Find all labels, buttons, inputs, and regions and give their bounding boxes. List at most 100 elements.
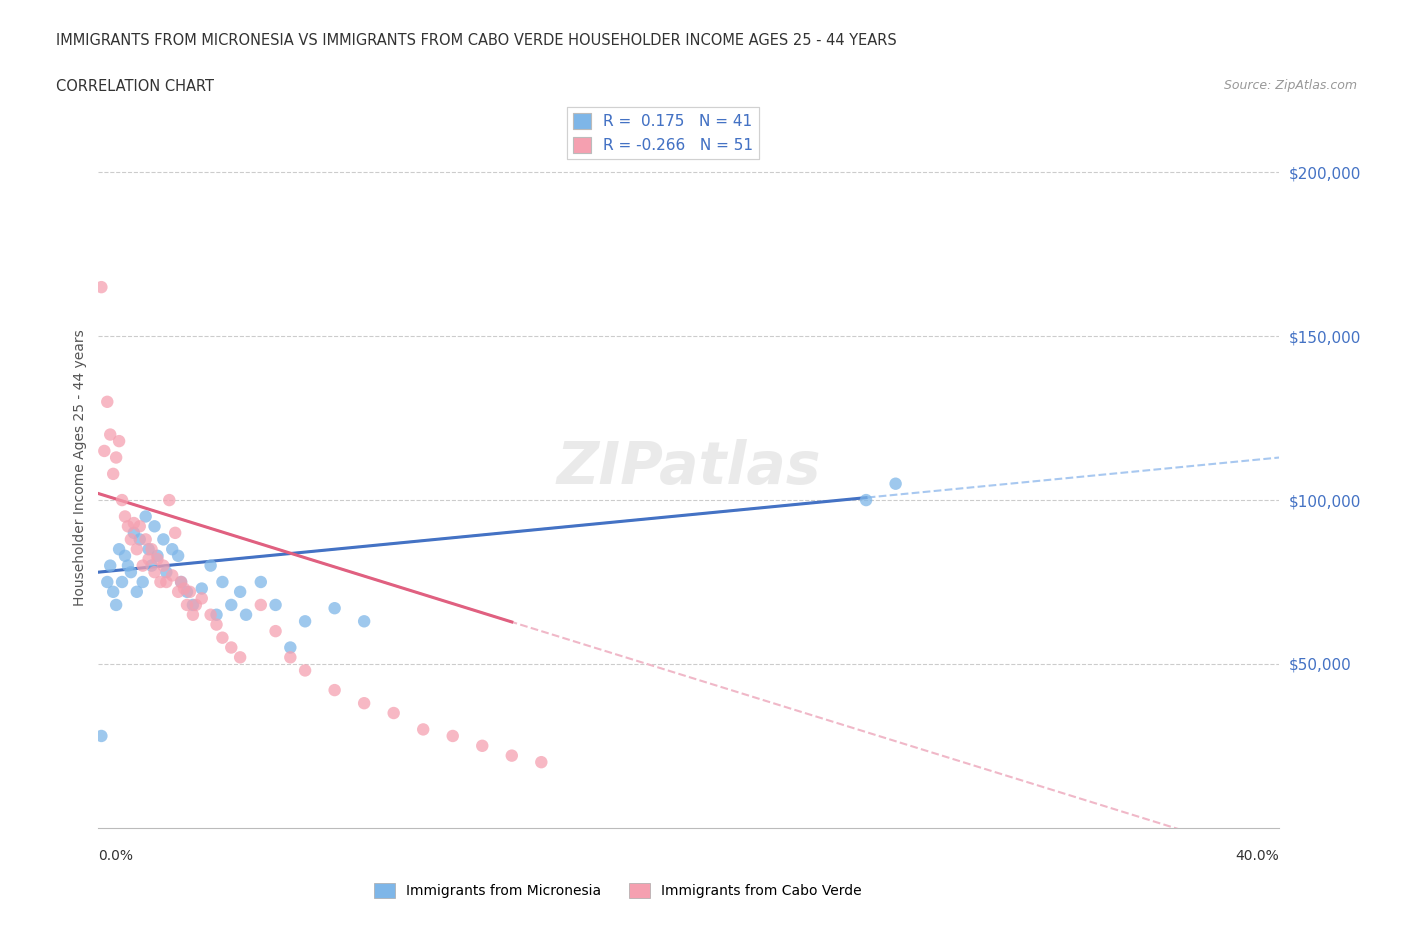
Legend: R =  0.175   N = 41, R = -0.266   N = 51: R = 0.175 N = 41, R = -0.266 N = 51: [567, 107, 759, 159]
Point: [179, 584, 201, 599]
Point: [141, 542, 163, 557]
Point: [132, 575, 155, 590]
Point: [96, 394, 118, 409]
Point: [278, 640, 302, 655]
Point: [162, 568, 183, 583]
Point: [120, 565, 142, 579]
Point: [250, 575, 273, 590]
Point: [155, 575, 177, 590]
Point: [441, 728, 464, 743]
Point: [128, 519, 150, 534]
Point: [176, 584, 198, 599]
Point: [219, 597, 242, 612]
Point: [191, 591, 214, 605]
Point: [128, 532, 150, 547]
Point: [294, 663, 316, 678]
Point: [200, 607, 222, 622]
Text: IMMIGRANTS FROM MICRONESIA VS IMMIGRANTS FROM CABO VERDE HOUSEHOLDER INCOME AGES: IMMIGRANTS FROM MICRONESIA VS IMMIGRANTS…: [56, 33, 897, 47]
Point: [167, 584, 190, 599]
Point: [114, 509, 136, 524]
Point: [122, 525, 145, 540]
Point: [170, 575, 193, 590]
Point: [278, 650, 302, 665]
Point: [117, 558, 139, 573]
Point: [530, 755, 553, 770]
Point: [138, 551, 160, 566]
Point: [235, 607, 257, 622]
Point: [120, 532, 142, 547]
Point: [111, 493, 134, 508]
Point: [264, 597, 287, 612]
Point: [181, 597, 204, 612]
Point: [501, 748, 523, 763]
Point: [191, 581, 214, 596]
Point: [353, 696, 375, 711]
Point: [323, 683, 346, 698]
Y-axis label: Householder Income Ages 25 - 44 years: Householder Income Ages 25 - 44 years: [73, 329, 87, 605]
Point: [96, 575, 118, 590]
Point: [90, 728, 112, 743]
Point: [125, 584, 148, 599]
Point: [141, 558, 163, 573]
Point: [229, 650, 252, 665]
Point: [103, 584, 125, 599]
Point: [167, 549, 190, 564]
Point: [205, 607, 228, 622]
Point: [884, 476, 907, 491]
Text: Source: ZipAtlas.com: Source: ZipAtlas.com: [1223, 79, 1357, 92]
Point: [90, 280, 112, 295]
Point: [114, 549, 136, 564]
Point: [181, 607, 204, 622]
Point: [135, 532, 157, 547]
Point: [149, 575, 172, 590]
Point: [152, 532, 174, 547]
Point: [219, 640, 242, 655]
Text: 40.0%: 40.0%: [1236, 849, 1279, 863]
Point: [211, 575, 233, 590]
Point: [98, 558, 121, 573]
Point: [155, 565, 177, 579]
Point: [353, 614, 375, 629]
Point: [184, 597, 207, 612]
Point: [122, 515, 145, 530]
Point: [250, 597, 273, 612]
Point: [108, 433, 131, 448]
Point: [152, 558, 174, 573]
Point: [105, 597, 128, 612]
Point: [146, 549, 169, 564]
Text: CORRELATION CHART: CORRELATION CHART: [56, 79, 214, 94]
Point: [173, 581, 195, 596]
Point: [135, 509, 157, 524]
Point: [855, 493, 877, 508]
Point: [108, 542, 131, 557]
Point: [117, 519, 139, 534]
Point: [146, 551, 169, 566]
Point: [170, 575, 193, 590]
Point: [211, 631, 233, 645]
Point: [157, 493, 180, 508]
Point: [132, 558, 155, 573]
Point: [143, 519, 166, 534]
Point: [264, 624, 287, 639]
Point: [105, 450, 128, 465]
Text: 0.0%: 0.0%: [98, 849, 134, 863]
Point: [103, 467, 125, 482]
Point: [138, 542, 160, 557]
Point: [382, 706, 405, 721]
Point: [294, 614, 316, 629]
Text: ZIPatlas: ZIPatlas: [557, 439, 821, 496]
Point: [165, 525, 187, 540]
Point: [323, 601, 346, 616]
Point: [412, 722, 434, 737]
Point: [471, 738, 494, 753]
Point: [162, 542, 183, 557]
Point: [125, 542, 148, 557]
Point: [229, 584, 252, 599]
Point: [98, 427, 121, 442]
Point: [176, 597, 198, 612]
Point: [200, 558, 222, 573]
Point: [93, 444, 115, 458]
Point: [143, 565, 166, 579]
Point: [205, 618, 228, 632]
Point: [111, 575, 134, 590]
